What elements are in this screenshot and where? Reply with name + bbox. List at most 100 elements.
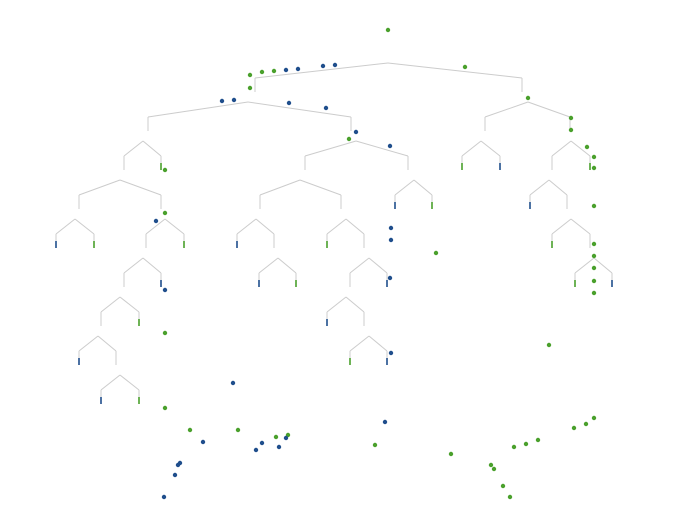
tree-nodes	[153, 27, 597, 500]
tree-edge	[326, 218, 347, 235]
node-dot-green	[433, 250, 439, 256]
node-dot-green	[535, 437, 541, 443]
node-dot-green	[162, 330, 168, 336]
node-dot-blue	[161, 494, 167, 500]
node-dot-green	[247, 85, 253, 91]
node-dot-blue	[259, 440, 265, 446]
node-dot-green	[385, 27, 391, 33]
node-dot-blue	[276, 444, 282, 450]
tree-edge	[247, 101, 352, 118]
node-dot-blue	[320, 63, 326, 69]
tree-edge	[570, 140, 591, 157]
node-dot-green	[372, 442, 378, 448]
tree-edge	[413, 179, 433, 196]
tree-edge	[345, 296, 365, 313]
node-dot-green	[583, 421, 589, 427]
node-dot-blue	[200, 439, 206, 445]
node-dot-green	[568, 127, 574, 133]
tree-edge	[326, 296, 347, 313]
tree-edge	[570, 218, 591, 235]
node-dot-green	[500, 483, 506, 489]
node-dot-blue	[153, 218, 159, 224]
node-dot-blue	[286, 100, 292, 106]
tree-edge	[123, 140, 144, 157]
node-dot-green	[571, 425, 577, 431]
tree-edge	[387, 62, 523, 79]
node-dot-green	[584, 144, 590, 150]
node-dot-green	[235, 427, 241, 433]
tree-edge	[551, 218, 572, 235]
tree-edge	[259, 179, 301, 196]
tree-edge	[55, 218, 76, 235]
tree-edges	[55, 62, 613, 404]
tree-edge	[299, 179, 342, 196]
tree-edge	[368, 335, 388, 352]
node-dot-blue	[230, 380, 236, 386]
node-dot-green	[525, 95, 531, 101]
node-dot-green	[591, 253, 597, 259]
node-dot-green	[523, 441, 529, 447]
node-dot-blue	[172, 472, 178, 478]
tree-edge	[529, 179, 550, 196]
node-dot-green	[448, 451, 454, 457]
tree-edge	[484, 101, 529, 118]
node-dot-green	[568, 115, 574, 121]
tree-edge	[100, 296, 121, 313]
tree-edge	[147, 101, 249, 118]
node-dot-blue	[332, 62, 338, 68]
tree-edge	[78, 179, 121, 196]
tree-edge	[119, 179, 162, 196]
tree-edge	[119, 374, 140, 391]
tree-edge	[345, 218, 365, 235]
node-dot-green	[546, 342, 552, 348]
node-dot-green	[162, 167, 168, 173]
tree-edge	[593, 257, 613, 274]
node-dot-green	[591, 241, 597, 247]
node-dot-green	[507, 494, 513, 500]
node-dot-green	[273, 434, 279, 440]
node-dot-blue	[388, 350, 394, 356]
node-dot-green	[591, 290, 597, 296]
tree-edge	[258, 257, 279, 274]
tree-edge	[349, 335, 370, 352]
tree-edge	[236, 218, 257, 235]
node-dot-blue	[162, 287, 168, 293]
node-dot-blue	[387, 275, 393, 281]
tree-edge	[97, 335, 117, 352]
tree-edge	[394, 179, 415, 196]
tree-edge	[368, 257, 388, 274]
node-dot-blue	[353, 129, 359, 135]
node-dot-green	[591, 415, 597, 421]
node-dot-green	[591, 165, 597, 171]
node-dot-green	[162, 405, 168, 411]
tree-edge	[548, 179, 568, 196]
tree-edge	[100, 374, 121, 391]
tree-edge	[254, 62, 389, 79]
node-dot-blue	[231, 97, 237, 103]
node-dot-blue	[388, 237, 394, 243]
node-dot-green	[591, 278, 597, 284]
node-dot-blue	[382, 419, 388, 425]
tree-edge	[527, 101, 571, 118]
node-dot-blue	[253, 447, 259, 453]
tree-edge	[277, 257, 297, 274]
tree-edge	[461, 140, 482, 157]
tree-edge	[304, 140, 357, 157]
node-dot-green	[162, 210, 168, 216]
node-dot-green	[591, 203, 597, 209]
node-dot-green	[247, 72, 253, 78]
node-dot-blue	[295, 66, 301, 72]
node-dot-blue	[323, 105, 329, 111]
tree-edge	[145, 218, 166, 235]
node-dot-green	[187, 427, 193, 433]
node-dot-blue	[219, 98, 225, 104]
tree-edge	[480, 140, 501, 157]
tree-edge	[164, 218, 185, 235]
node-dot-green	[259, 69, 265, 75]
tree-edge	[123, 257, 144, 274]
node-dot-blue	[283, 435, 289, 441]
node-dot-green	[346, 136, 352, 142]
tree-edge	[574, 257, 595, 274]
node-dot-green	[511, 444, 517, 450]
